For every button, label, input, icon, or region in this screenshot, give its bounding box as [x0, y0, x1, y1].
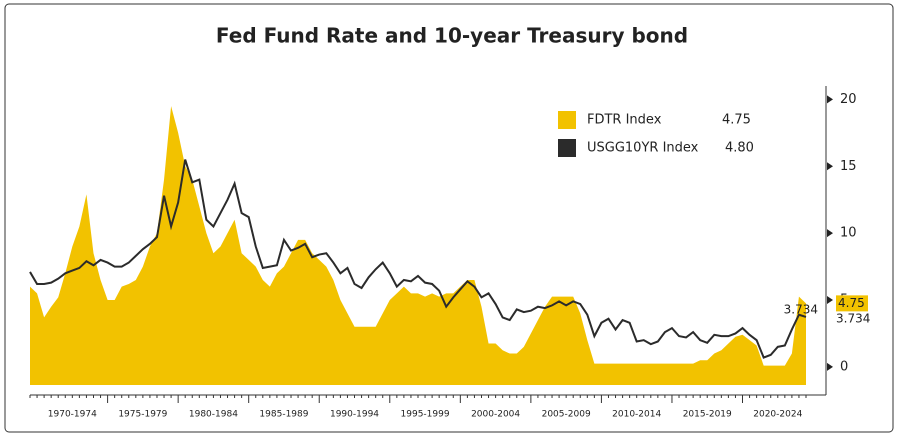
- x-tick-label: 2015-2019: [683, 410, 732, 420]
- last-value-label: 3.734: [836, 311, 870, 325]
- legend-value: 4.75: [722, 113, 751, 128]
- x-tick-label: 2000-2004: [471, 410, 520, 420]
- end-annotation: 3.734: [784, 302, 818, 316]
- x-tick-label: 2005-2009: [542, 410, 591, 420]
- legend-label: FDTR Index: [587, 113, 662, 128]
- y-tick-label: 20: [840, 92, 857, 107]
- y-tick: [827, 162, 833, 171]
- last-value-bg: [836, 295, 868, 312]
- frame: [4, 3, 894, 433]
- legend-value: 4.80: [725, 141, 754, 156]
- y-tick: [827, 95, 833, 104]
- chart-title: Fed Fund Rate and 10-year Treasury bond: [216, 24, 688, 48]
- x-tick-label: 1990-1994: [330, 410, 379, 420]
- x-tick-label: 1970-1974: [48, 410, 97, 420]
- y-tick-label: 15: [840, 159, 857, 174]
- x-tick-label: 1980-1984: [189, 410, 238, 420]
- last-value-label: 4.75: [838, 296, 865, 310]
- x-tick-label: 2020-2024: [753, 410, 802, 420]
- legend-swatch: [558, 139, 576, 157]
- x-tick-label: 1985-1989: [259, 410, 308, 420]
- x-tick-label: 1995-1999: [401, 410, 450, 420]
- treasury-line: [29, 159, 807, 359]
- y-tick: [827, 229, 833, 238]
- legend-swatch: [558, 111, 576, 129]
- x-tick-label: 1975-1979: [118, 410, 167, 420]
- y-tick-label: 10: [840, 226, 857, 241]
- y-tick: [827, 362, 833, 371]
- fdtr-area: [30, 106, 806, 385]
- y-tick: [827, 296, 833, 305]
- y-tick-label: 0: [840, 359, 848, 374]
- legend-label: USGG10YR Index: [587, 141, 699, 156]
- x-tick-label: 2010-2014: [612, 410, 661, 420]
